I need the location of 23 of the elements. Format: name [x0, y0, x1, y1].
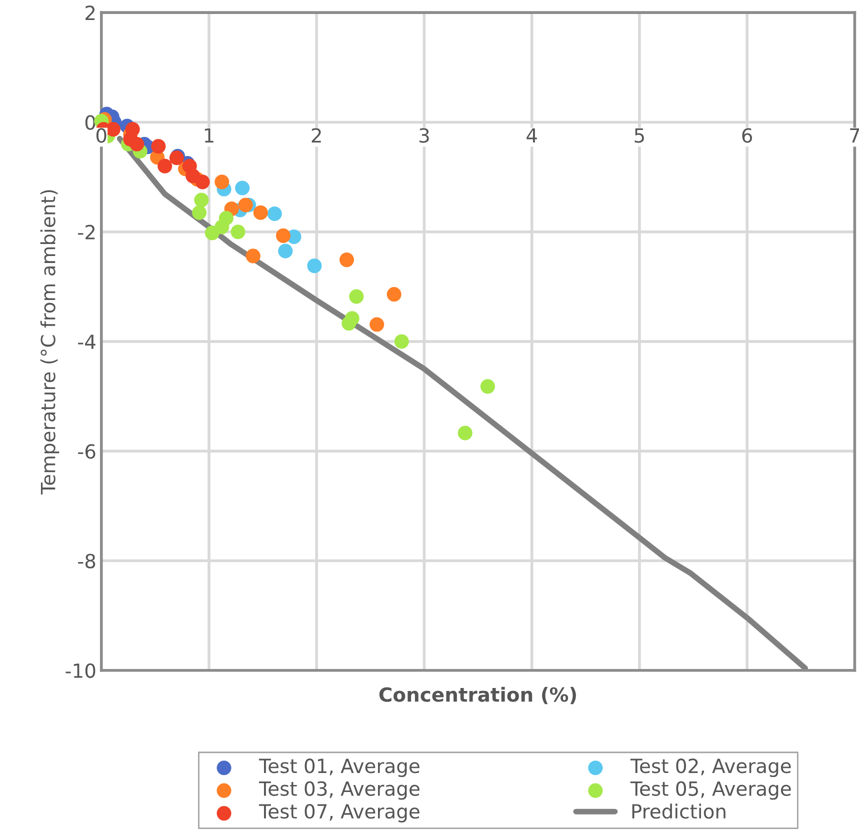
- y-tick-label: -4: [78, 334, 96, 349]
- x-tick-label: 4: [526, 128, 537, 143]
- y-tick-label: -10: [66, 663, 96, 678]
- y-axis-title: Temperature (°C from ambient): [40, 190, 60, 495]
- y-tick-label: -8: [78, 554, 96, 568]
- legend-label: Test 05, Average: [630, 781, 791, 800]
- legend-label: Test 03, Average: [258, 781, 420, 800]
- x-tick-label: 3: [420, 128, 429, 143]
- x-tick-label: 5: [634, 128, 644, 143]
- x-axis-title: Concentration (%): [379, 686, 576, 704]
- y-tick-label: 2: [86, 6, 95, 20]
- legend-label: Test 01, Average: [258, 758, 420, 778]
- legend-label: Test 02, Average: [630, 758, 791, 778]
- y-tick-label: 0: [85, 115, 96, 130]
- y-tick-label: -6: [78, 444, 96, 459]
- x-tick-label: 1: [204, 128, 214, 143]
- x-tick-label: 7: [850, 128, 859, 143]
- legend-label: Test 07, Average: [258, 804, 420, 822]
- legend-label: Prediction: [632, 804, 726, 819]
- x-tick-label: 0: [96, 128, 106, 143]
- y-tick-label: -2: [78, 224, 95, 240]
- x-tick-label: 2: [312, 128, 321, 143]
- x-tick-label: 6: [742, 128, 752, 143]
